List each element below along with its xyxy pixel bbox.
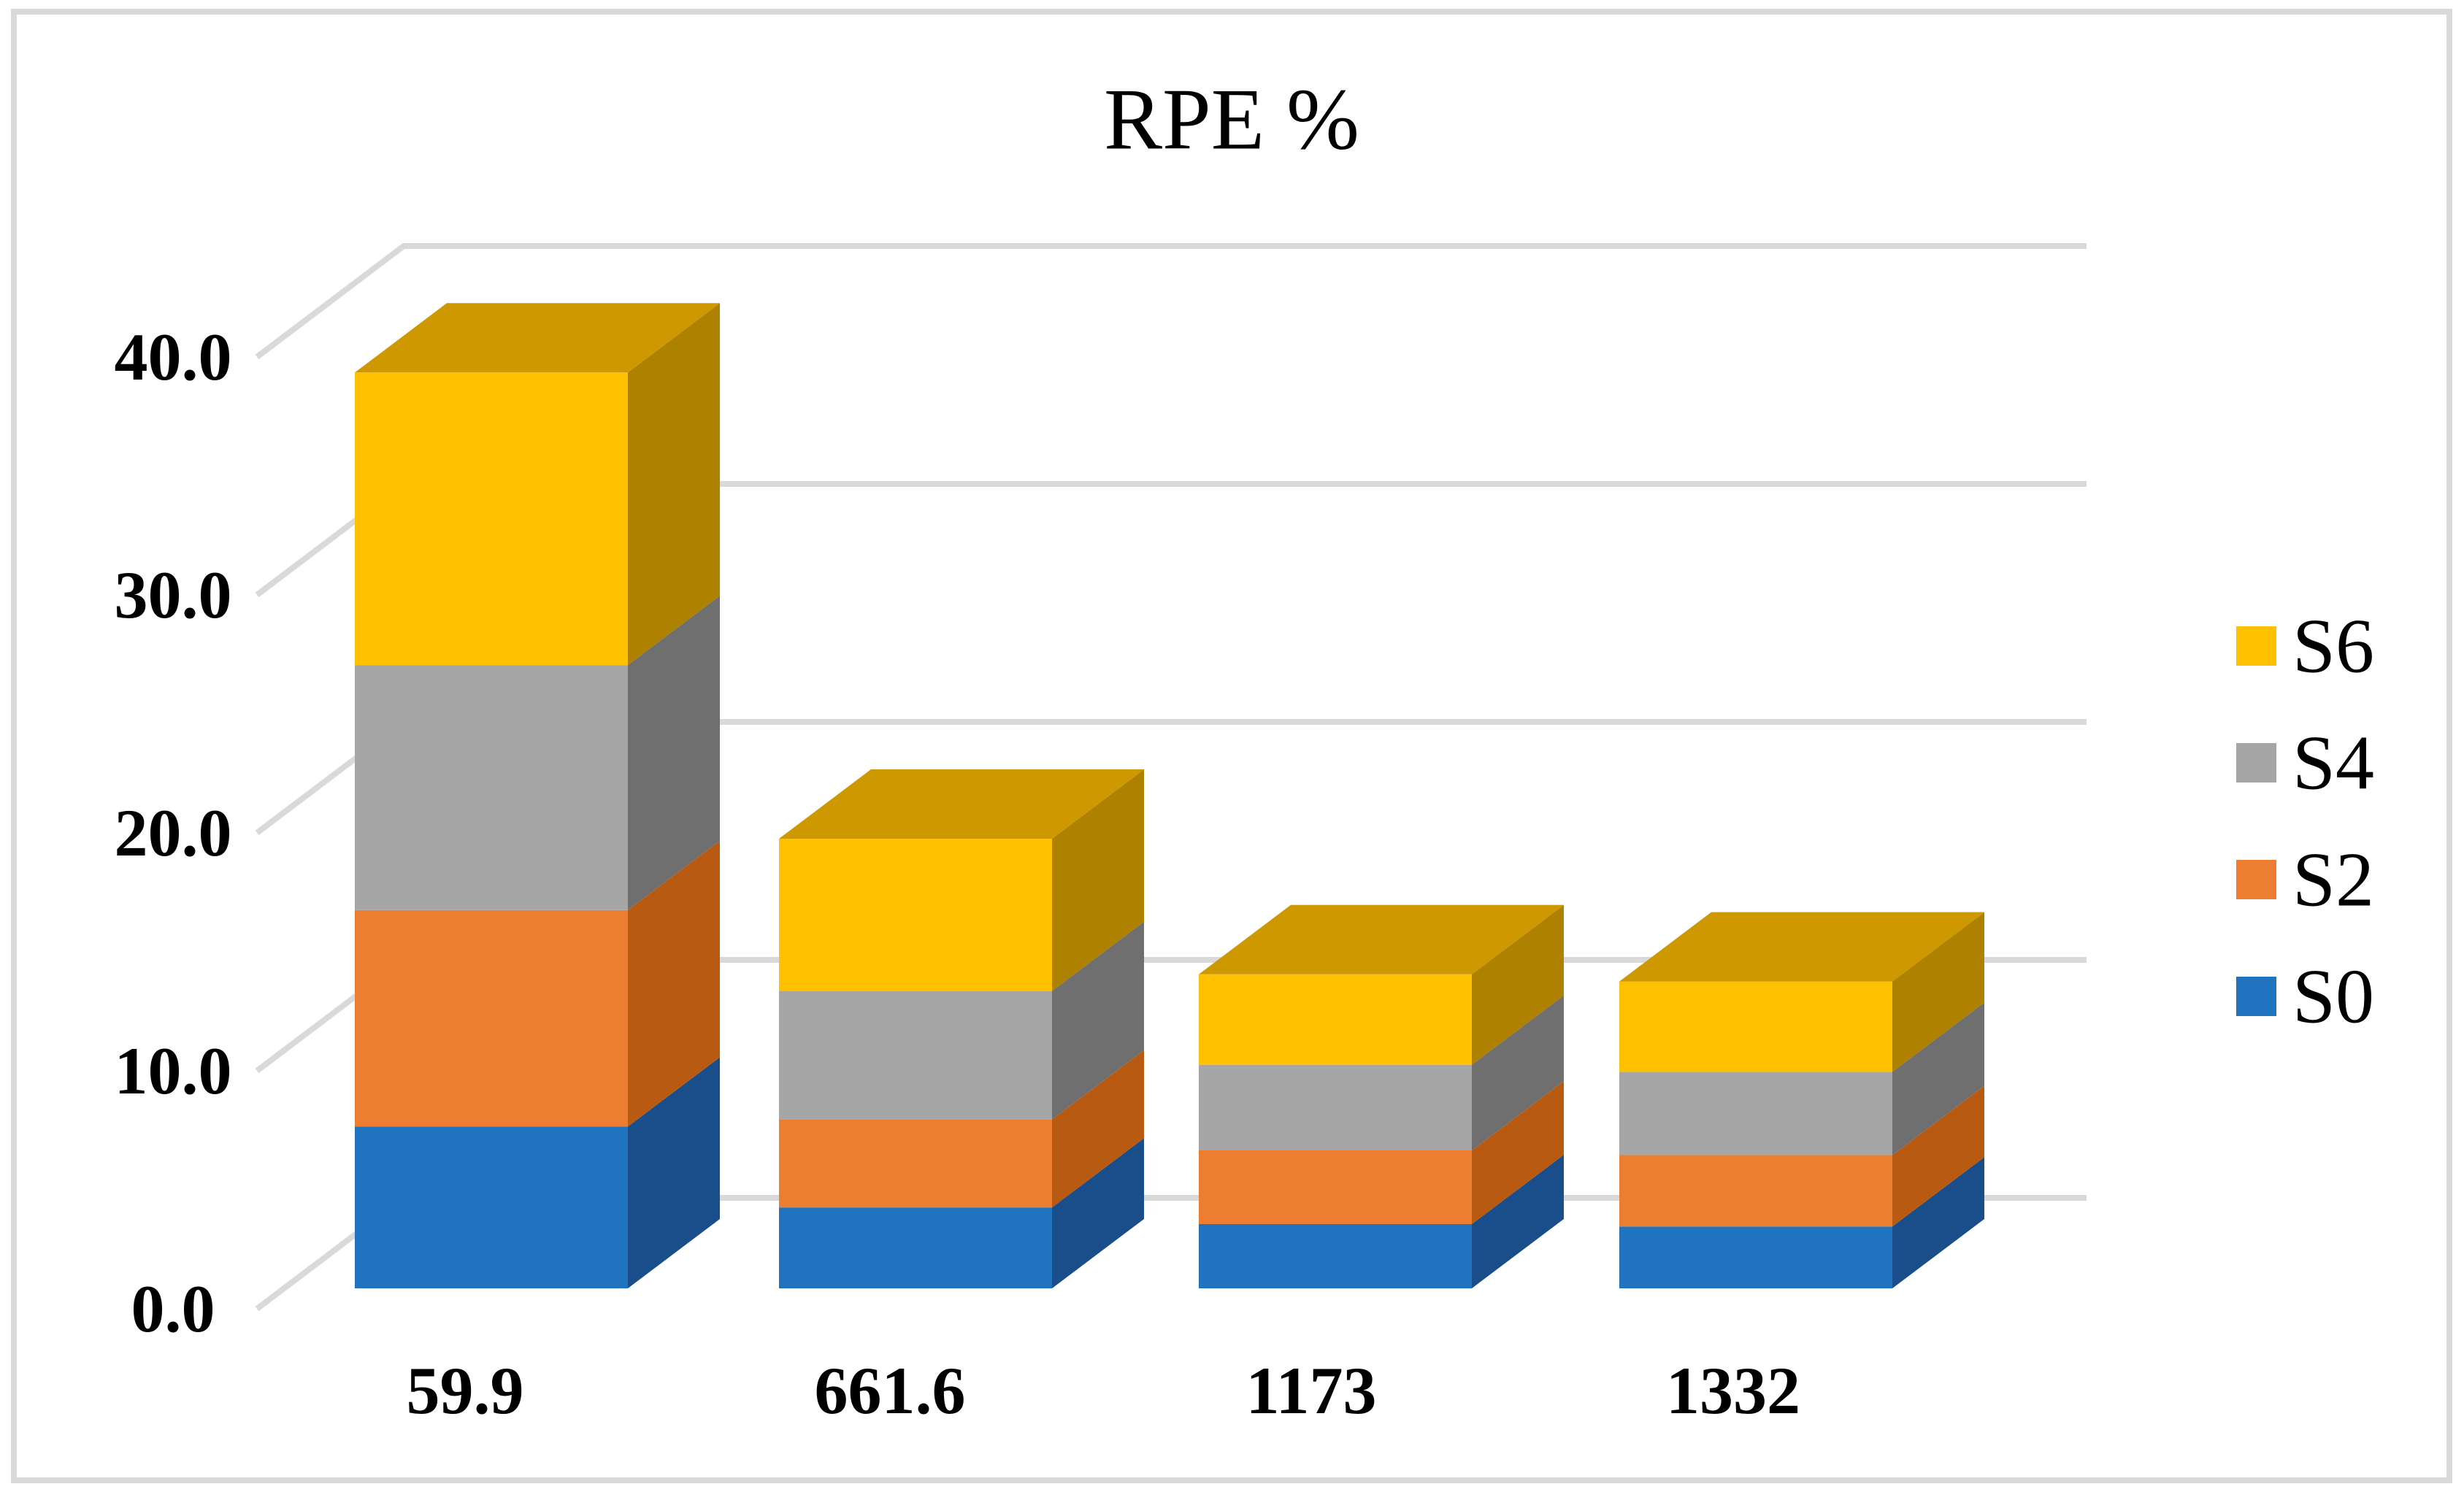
bar-1173-segment-S0-front	[1199, 1224, 1472, 1288]
bar-1173-top-face	[1199, 904, 1564, 974]
legend-swatch-s6	[2236, 626, 2276, 666]
bar-661.6-segment-S0-front	[779, 1207, 1052, 1288]
bar-1332-segment-S4-side	[1892, 1002, 1984, 1155]
x-label-661-6: 661.6	[815, 1353, 966, 1428]
bar-1173-segment-S4-front	[1199, 1064, 1472, 1150]
y-tick-40: 40.0	[115, 320, 232, 394]
bar-1332-top-face	[1619, 912, 1984, 982]
bar-1173-segment-S6-side	[1472, 904, 1564, 1065]
bar-59.9-segment-S0-side	[628, 1057, 720, 1288]
bar-59.9-segment-S6-side	[628, 303, 720, 666]
bar-661.6-segment-S2-front	[779, 1119, 1052, 1208]
y-tick-30: 30.0	[115, 558, 232, 632]
figure-border	[11, 9, 2452, 1483]
bar-661.6-segment-S0-side	[1052, 1138, 1144, 1288]
bar-1173-segment-S2-front	[1199, 1150, 1472, 1224]
x-label-1173: 1173	[1246, 1353, 1377, 1428]
bar-1332-segment-S6-side	[1892, 912, 1984, 1072]
gridline-40	[255, 243, 2087, 360]
bar-661.6-segment-S6-side	[1052, 769, 1144, 991]
bar-661.6-segment-S4-side	[1052, 921, 1144, 1120]
legend: S6 S4 S2 S0	[2236, 604, 2374, 1039]
bar-1332-segment-S6-front	[1619, 981, 1892, 1072]
legend-label-s6: S6	[2292, 604, 2374, 689]
bar-1332-segment-S4-front	[1619, 1072, 1892, 1155]
bar-59.9-segment-S4-front	[355, 665, 628, 910]
legend-swatch-s0	[2236, 977, 2276, 1016]
legend-swatch-s4	[2236, 743, 2276, 782]
bar-59.9-segment-S6-front	[355, 372, 628, 666]
bar-661.6-top-face	[779, 769, 1144, 839]
bar-59.9-top-face	[355, 303, 720, 373]
bar-661.6-segment-S4-front	[779, 991, 1052, 1120]
chart-title: RPE %	[1104, 71, 1359, 168]
bar-661.6-segment-S2-side	[1052, 1050, 1144, 1208]
y-tick-0: 0.0	[131, 1272, 215, 1346]
x-label-1332: 1332	[1666, 1353, 1800, 1428]
bar-1332-segment-S2-side	[1892, 1085, 1984, 1227]
legend-label-s4: S4	[2292, 720, 2374, 806]
bar-1332-segment-S2-front	[1619, 1155, 1892, 1227]
legend-label-s2: S2	[2292, 837, 2374, 923]
bar-1332-segment-S0-side	[1892, 1157, 1984, 1288]
bar-59.9-segment-S2-side	[628, 840, 720, 1127]
bar-59.9-segment-S2-front	[355, 910, 628, 1127]
bar-1173-segment-S0-side	[1472, 1155, 1564, 1288]
bar-59.9-segment-S4-side	[628, 596, 720, 910]
x-label-59-9: 59.9	[407, 1353, 524, 1428]
bar-1173-segment-S4-side	[1472, 995, 1564, 1150]
bar-661.6-segment-S6-front	[779, 839, 1052, 991]
bar-1173-segment-S2-side	[1472, 1081, 1564, 1224]
legend-label-s0: S0	[2292, 954, 2374, 1039]
x-axis-labels: 59.9 661.6 1173 1332	[407, 1353, 1801, 1428]
y-axis-labels: 40.0 30.0 20.0 10.0 0.0	[115, 320, 232, 1346]
y-tick-10: 10.0	[115, 1034, 232, 1108]
legend-swatch-s2	[2236, 860, 2276, 899]
bar-1332-segment-S0-front	[1619, 1226, 1892, 1288]
bar-59.9-segment-S0-front	[355, 1126, 628, 1288]
bar-1173-segment-S6-front	[1199, 974, 1472, 1065]
bars	[355, 303, 1984, 1288]
y-tick-20: 20.0	[115, 796, 232, 870]
